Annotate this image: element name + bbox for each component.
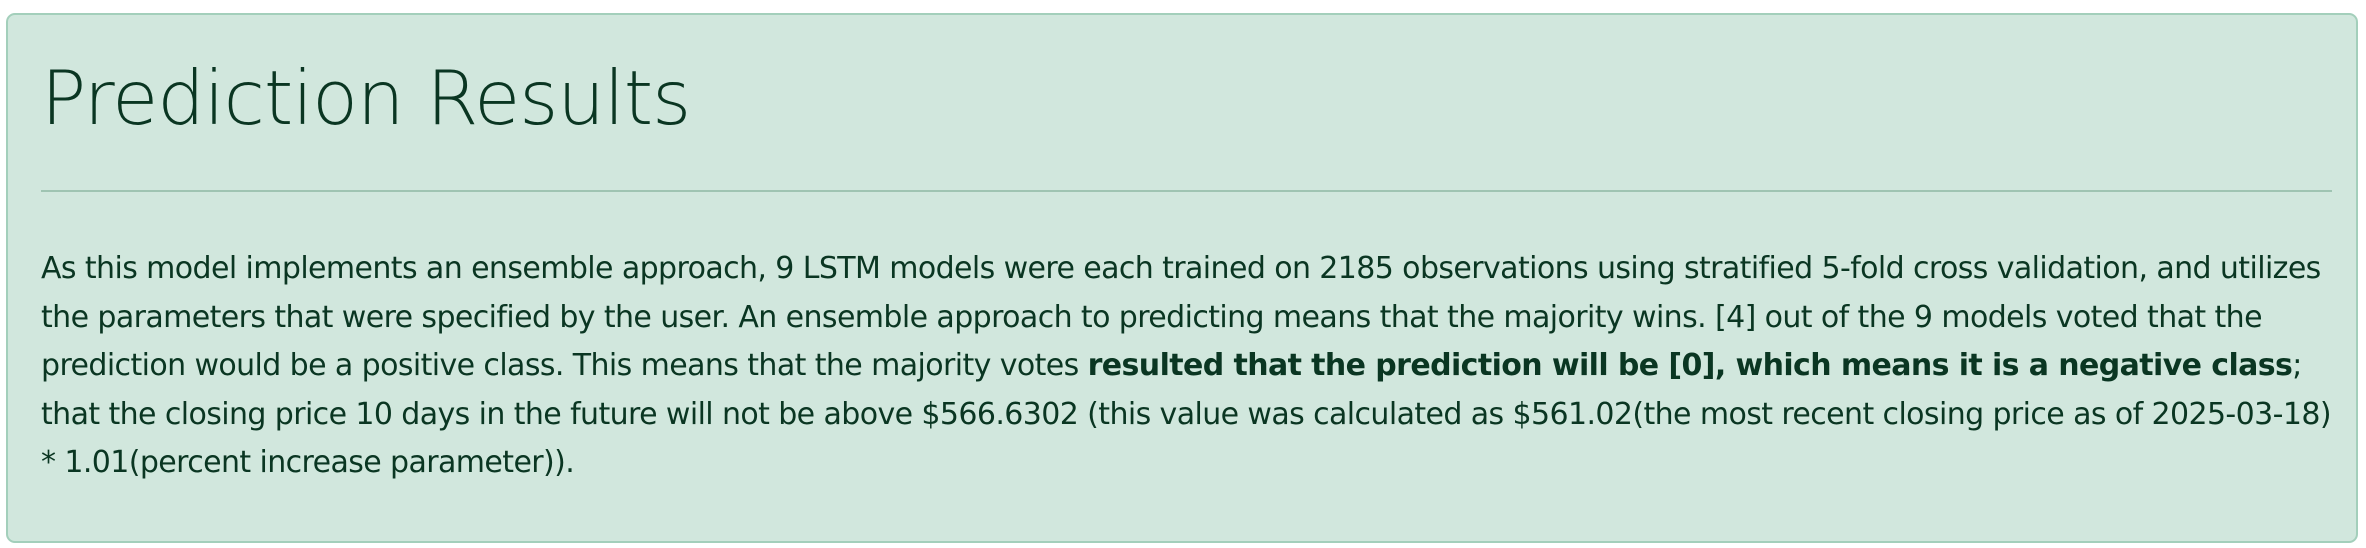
message-intro-text: As this model implements an ensemble app… — [41, 251, 2321, 383]
prediction-message: As this model implements an ensemble app… — [41, 245, 2332, 488]
page-title: Prediction Results — [41, 54, 691, 142]
prediction-results-alert: Prediction Results As this model impleme… — [6, 13, 2358, 543]
prediction-outcome-text: resulted that the prediction will be [0]… — [1087, 348, 2293, 383]
message-closing-text: ; that the closing price 10 days in the … — [41, 348, 2332, 480]
divider — [41, 190, 2332, 192]
